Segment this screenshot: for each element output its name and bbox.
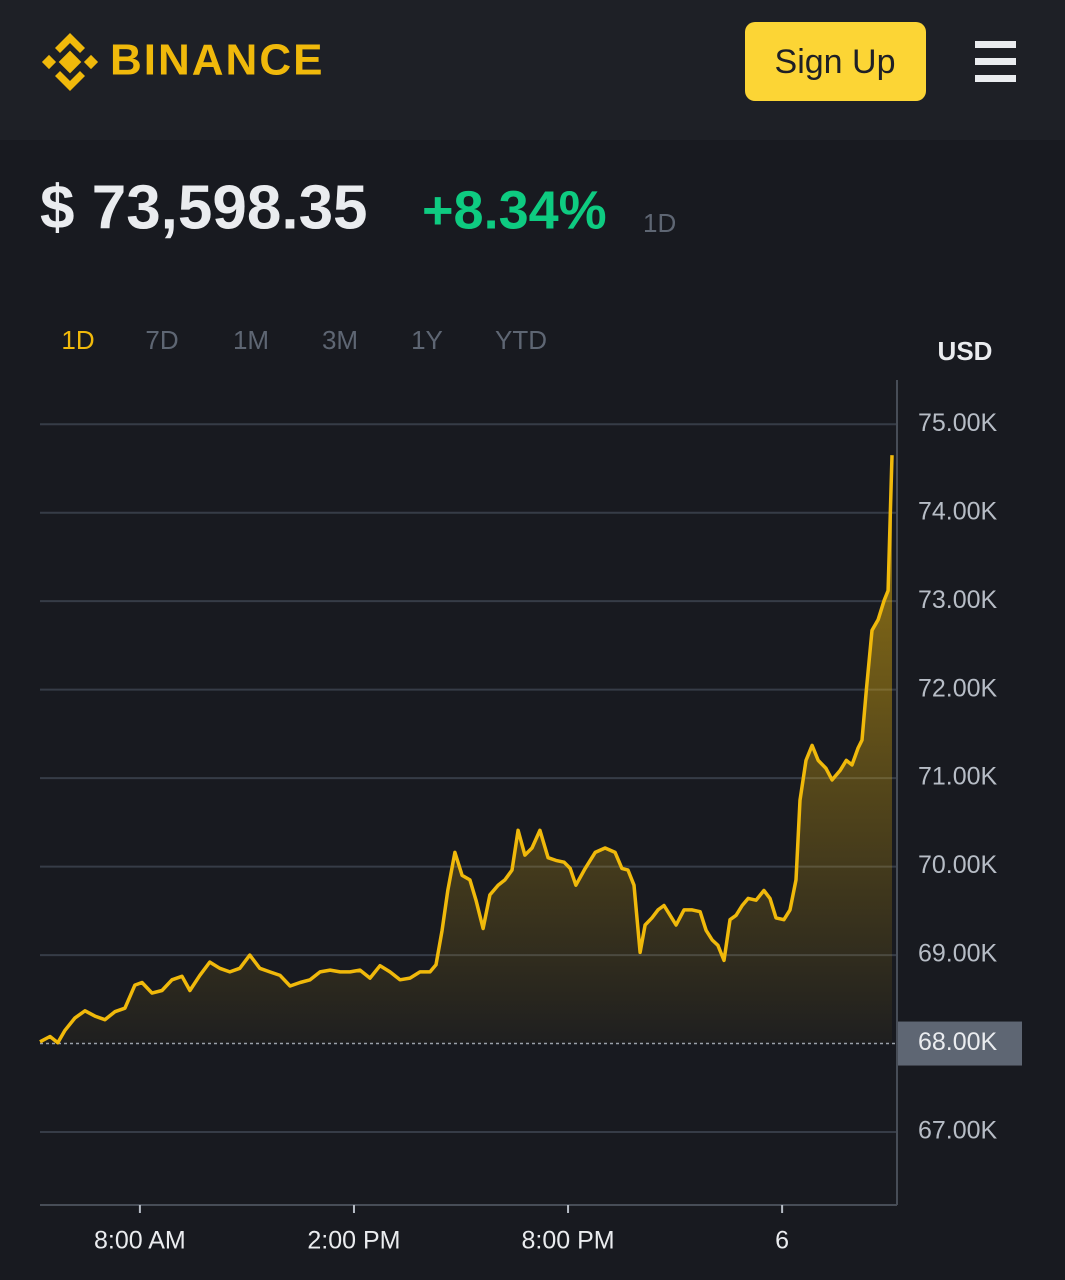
- logo-mark: [58, 50, 82, 74]
- x-tick-label: 2:00 PM: [307, 1227, 400, 1255]
- menu-bar: [975, 58, 1016, 65]
- menu-bar: [975, 41, 1016, 48]
- range-tab[interactable]: 1M: [233, 325, 269, 355]
- logo-mark: [55, 33, 85, 53]
- x-tick-label: 6: [775, 1227, 789, 1255]
- x-tick-label: 8:00 PM: [521, 1227, 614, 1255]
- y-tick-label: 75.00K: [918, 409, 998, 437]
- y-tick-label: 72.00K: [918, 674, 998, 702]
- price-line: [39, 455, 894, 1045]
- change-period: 1D: [643, 208, 676, 238]
- button-bg: [745, 22, 926, 101]
- price-marker: [897, 1021, 1022, 1066]
- x-tick-label: 8:00 AM: [94, 1227, 186, 1255]
- sign-up-button[interactable]: Sign Up: [745, 22, 926, 101]
- y-tick-label: 70.00K: [918, 851, 998, 879]
- y-tick-label: 74.00K: [918, 497, 998, 525]
- y-tick-label: 73.00K: [918, 586, 998, 614]
- range-tab[interactable]: YTD: [495, 325, 547, 355]
- y-tick-label: 67.00K: [918, 1117, 998, 1145]
- logo-text: BINANCE: [110, 36, 324, 85]
- range-tab[interactable]: 1Y: [411, 325, 443, 355]
- logo-mark: [55, 71, 85, 91]
- price-change: +8.34%: [422, 180, 607, 240]
- menu-bar: [975, 75, 1016, 82]
- unit-label: USD: [938, 336, 993, 366]
- price: $ 73,598.35: [40, 173, 368, 242]
- menu-button[interactable]: [975, 41, 1016, 82]
- y-tick-label: 69.00K: [918, 940, 998, 968]
- range-tab[interactable]: 3M: [322, 325, 358, 355]
- range-tab[interactable]: 7D: [145, 325, 178, 355]
- y-tick-label: 68.00K: [918, 1028, 998, 1056]
- range-tab[interactable]: 1D: [61, 325, 94, 355]
- logo[interactable]: BINANCE: [41, 33, 325, 91]
- price-area: [40, 455, 892, 1044]
- y-tick-label: 71.00K: [918, 763, 998, 791]
- button-label: Sign Up: [775, 43, 896, 81]
